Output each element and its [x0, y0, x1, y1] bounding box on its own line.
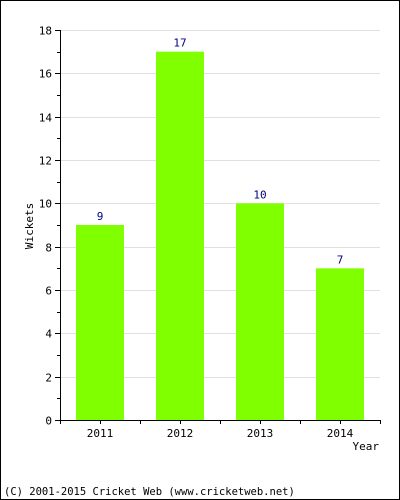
x-axis-title: Year: [353, 440, 380, 453]
bar-2012: [156, 51, 204, 421]
bar-2011: [76, 225, 124, 420]
data-label-2012: 17: [173, 37, 186, 50]
x-tick-label-2012: 2012: [167, 427, 194, 440]
data-label-2013: 10: [253, 188, 266, 201]
footer-copyright: (C) 2001-2015 Cricket Web (www.cricketwe…: [4, 486, 295, 498]
data-label-2011: 9: [97, 210, 104, 223]
y-tick-label: 16: [39, 68, 52, 81]
y-tick-label: 18: [39, 25, 52, 38]
x-ticks: 2011 2012 2013 2014: [60, 420, 381, 440]
x-tick-label-2014: 2014: [327, 427, 354, 440]
y-tick-label: 12: [39, 155, 52, 168]
data-labels: 9 17 10 7: [97, 37, 344, 267]
y-tick-label: 8: [45, 242, 52, 255]
y-tick-label: 6: [45, 285, 52, 298]
x-tick-label-2013: 2013: [247, 427, 274, 440]
bar-2013: [236, 203, 284, 420]
y-tick-label: 10: [39, 198, 52, 211]
y-axis-title: Wickets: [23, 203, 36, 249]
y-tick-label: 4: [45, 328, 52, 341]
bars: [76, 51, 364, 421]
y-ticks: 0 2 4 6 8 10 12 14 16 18: [39, 25, 60, 428]
x-tick-label-2011: 2011: [87, 427, 114, 440]
y-tick-label: 0: [45, 415, 52, 428]
bar-2014: [316, 268, 364, 420]
data-label-2014: 7: [337, 253, 344, 266]
y-tick-label: 2: [45, 372, 52, 385]
y-tick-label: 14: [39, 112, 53, 125]
